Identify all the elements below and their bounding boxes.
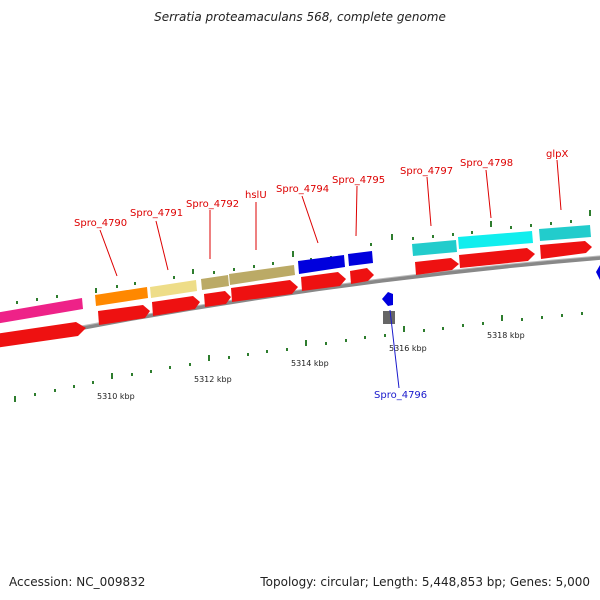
gene-block-blue-1[interactable] <box>298 255 345 274</box>
label-leaders <box>99 159 562 277</box>
gene-label-glpx[interactable]: glpX <box>546 149 568 160</box>
gene-block-olive-1[interactable] <box>201 275 229 290</box>
scale-label-5312: 5312 kbp <box>194 375 232 384</box>
scale-label-5314: 5314 kbp <box>291 359 329 368</box>
gene-block-orange[interactable] <box>95 287 148 306</box>
cds-arrow[interactable] <box>459 248 535 268</box>
cds-arrow[interactable] <box>0 322 86 348</box>
gene-block-cyan[interactable] <box>458 231 533 249</box>
reverse-cds-gray[interactable] <box>383 311 395 324</box>
gene-block-pink[interactable] <box>0 298 83 324</box>
cds-arrow[interactable] <box>301 272 346 291</box>
label-leader-blue <box>389 309 400 389</box>
cds-arrow[interactable] <box>204 291 231 307</box>
reverse-gene-blue[interactable] <box>382 292 393 306</box>
edge-gene-blue[interactable] <box>596 265 600 280</box>
scale-label-5316: 5316 kbp <box>389 344 427 353</box>
gene-block-khaki[interactable] <box>150 280 197 298</box>
cds-arrow[interactable] <box>231 280 298 302</box>
scale-label-5318: 5318 kbp <box>487 331 525 340</box>
gene-label-spro-4797[interactable]: Spro_4797 <box>400 166 453 177</box>
cds-track <box>0 241 592 348</box>
cds-arrow[interactable] <box>350 268 374 284</box>
gene-label-spro-4795[interactable]: Spro_4795 <box>332 175 385 186</box>
feature-track <box>0 225 591 324</box>
gene-label-spro-4794[interactable]: Spro_4794 <box>276 184 329 195</box>
gene-label-spro-4798[interactable]: Spro_4798 <box>460 158 513 169</box>
lower-scale-ticks <box>14 312 583 402</box>
scale-label-5310: 5310 kbp <box>97 392 135 401</box>
genome-summary: Topology: circular; Length: 5,448,853 bp… <box>260 575 590 589</box>
accession-label: Accession: NC_009832 <box>9 575 146 589</box>
gene-label-spro-4792[interactable]: Spro_4792 <box>186 199 239 210</box>
gene-label-spro-4790[interactable]: Spro_4790 <box>74 218 127 229</box>
gene-label-spro-4791[interactable]: Spro_4791 <box>130 208 183 219</box>
cds-arrow[interactable] <box>415 258 459 275</box>
cds-arrow[interactable] <box>98 305 150 325</box>
gene-block-teal-1[interactable] <box>412 240 457 256</box>
gene-block-olive-2[interactable] <box>229 265 295 285</box>
gene-block-blue-2[interactable] <box>348 251 373 266</box>
genome-title: Serratia proteamaculans 568, complete ge… <box>154 10 446 24</box>
upper-scale-ticks <box>16 210 591 304</box>
gene-block-teal-2[interactable] <box>539 225 591 241</box>
gene-label-spro-4796[interactable]: Spro_4796 <box>374 390 427 401</box>
gene-label-hslu[interactable]: hslU <box>245 190 267 201</box>
cds-arrow[interactable] <box>152 296 200 316</box>
cds-arrow[interactable] <box>540 241 592 259</box>
